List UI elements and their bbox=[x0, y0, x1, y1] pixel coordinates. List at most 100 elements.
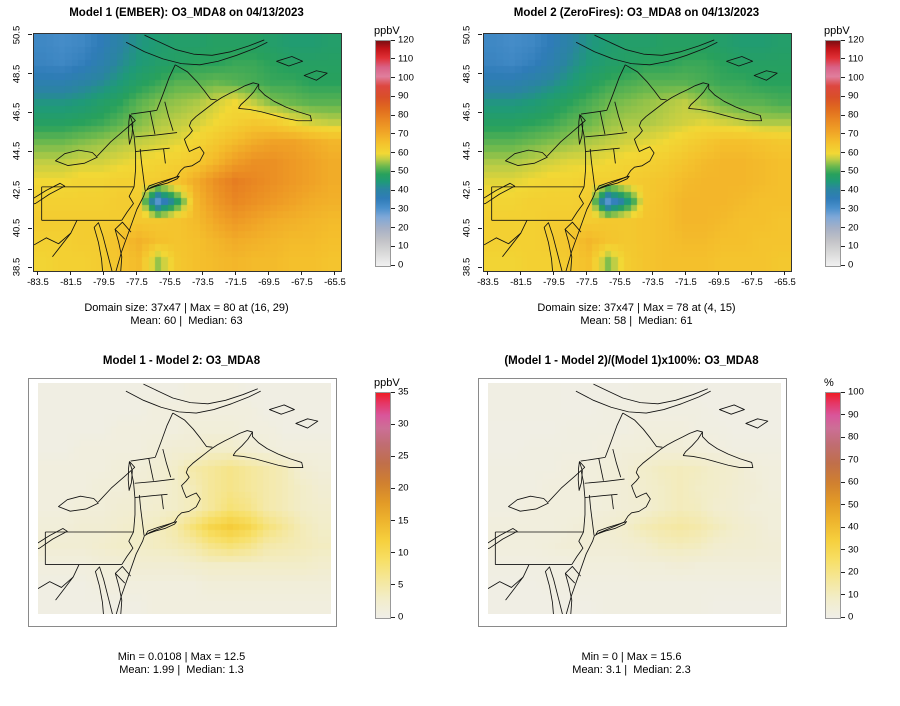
map-boundary-line bbox=[613, 449, 621, 477]
map-boundary-line bbox=[572, 187, 584, 220]
colorbar-tick-label: 50 bbox=[848, 499, 859, 510]
y-axis-tick-mark bbox=[28, 227, 32, 229]
y-axis-tick-label: 48.5 bbox=[461, 64, 473, 83]
colorbar-tick-mark bbox=[841, 391, 845, 393]
x-axis-tick-mark bbox=[268, 271, 270, 275]
colorbar-tick-mark bbox=[841, 208, 845, 210]
colorbar-tick-mark bbox=[391, 77, 395, 78]
x-axis-tick-label: -73.5 bbox=[642, 277, 664, 288]
map-boundary-line bbox=[579, 115, 583, 145]
map-boundary-line bbox=[139, 495, 144, 535]
colorbar-tick-label: 50 bbox=[848, 165, 859, 177]
colorbar-tick-label: 40 bbox=[848, 521, 859, 533]
map-boundary-line bbox=[115, 222, 131, 239]
map-boundary-line bbox=[135, 133, 177, 137]
x-axis-tick-label: -67.5 bbox=[291, 277, 313, 288]
colorbar-tick-label: 100 bbox=[398, 72, 414, 83]
map-boundary-line bbox=[233, 432, 303, 468]
map-boundary-line bbox=[597, 176, 629, 189]
x-axis-tick-label: -75.5 bbox=[159, 277, 181, 288]
map-boundary-line bbox=[131, 110, 157, 114]
colorbar-tick-mark bbox=[841, 481, 845, 483]
colorbar-tick-label: 0 bbox=[398, 611, 404, 623]
map-boundary-line bbox=[116, 431, 253, 614]
map-boundary-line bbox=[122, 187, 134, 220]
colorbar-tick-mark bbox=[391, 95, 395, 97]
panel2-map-frame bbox=[483, 33, 792, 272]
map-boundary-line bbox=[162, 495, 164, 509]
map-boundary-line bbox=[683, 432, 753, 468]
map-boundary-line bbox=[719, 405, 744, 414]
panel4-colorbar bbox=[825, 392, 841, 619]
map-boundary-line bbox=[143, 384, 257, 404]
x-axis-tick-label: -81.5 bbox=[60, 277, 82, 288]
panel1-colorbar bbox=[375, 40, 391, 267]
y-axis-tick-label: 38.5 bbox=[11, 257, 23, 277]
map-boundary-line bbox=[164, 149, 166, 164]
colorbar-tick-mark bbox=[841, 39, 845, 41]
map-boundary-line bbox=[581, 110, 607, 114]
map-boundary-line bbox=[593, 384, 707, 404]
map-boundary-line bbox=[582, 124, 586, 187]
map-boundary-line bbox=[277, 57, 303, 66]
x-axis-tick-mark bbox=[70, 271, 72, 275]
colorbar-tick-label: 25 bbox=[398, 450, 409, 462]
colorbar-tick-label: 120 bbox=[848, 34, 864, 46]
colorbar-tick-label: 10 bbox=[398, 240, 409, 252]
colorbar-tick-mark bbox=[391, 189, 395, 191]
x-axis-tick-label: -83.5 bbox=[477, 277, 499, 288]
map-boundary-line bbox=[126, 391, 261, 413]
map-boundary-line bbox=[163, 449, 171, 477]
colorbar-tick-label: 30 bbox=[848, 544, 859, 555]
map-boundary-line bbox=[165, 102, 173, 131]
colorbar-tick-label: 60 bbox=[398, 147, 409, 158]
panel3-map-frame bbox=[28, 378, 337, 627]
colorbar-tick-mark bbox=[391, 208, 395, 210]
map-boundary-line bbox=[589, 495, 594, 535]
x-axis-tick-label: -69.5 bbox=[708, 277, 730, 288]
y-axis-tick-label: 42.5 bbox=[11, 180, 23, 199]
map-boundary-line bbox=[565, 573, 571, 614]
colorbar-tick-mark bbox=[391, 455, 395, 457]
colorbar-tick-mark bbox=[841, 504, 845, 505]
colorbar-tick-label: 100 bbox=[848, 386, 864, 398]
panel4-colorbar-unit: % bbox=[824, 377, 834, 389]
colorbar-tick-label: 80 bbox=[398, 109, 409, 121]
x-axis-tick-label: -79.5 bbox=[93, 277, 115, 288]
panel3-coastline-overlay bbox=[38, 383, 331, 614]
panel2-title: Model 2 (ZeroFires): O3_MDA8 on 04/13/20… bbox=[513, 7, 760, 19]
x-axis-tick-mark bbox=[136, 271, 138, 275]
y-axis-tick-label: 44.5 bbox=[11, 141, 23, 161]
x-axis-tick-label: -69.5 bbox=[258, 277, 280, 288]
map-boundary-line bbox=[566, 431, 703, 614]
map-boundary-line bbox=[145, 35, 265, 55]
map-boundary-line bbox=[59, 496, 99, 511]
panel3-colorbar bbox=[375, 392, 391, 619]
colorbar-tick-mark bbox=[391, 487, 395, 489]
colorbar-tick-mark bbox=[391, 616, 395, 618]
x-axis-tick-mark bbox=[784, 271, 786, 275]
y-axis-tick-mark bbox=[478, 189, 482, 191]
y-axis-tick-mark bbox=[28, 111, 32, 113]
colorbar-tick-mark bbox=[391, 552, 395, 554]
colorbar-tick-mark bbox=[841, 245, 845, 247]
panel1-coastline-overlay bbox=[34, 34, 341, 271]
map-boundary-line bbox=[585, 494, 618, 497]
y-axis-tick-mark bbox=[28, 34, 32, 36]
map-boundary-line bbox=[150, 111, 155, 134]
colorbar-tick-label: 20 bbox=[848, 566, 859, 578]
map-boundary-line bbox=[572, 532, 584, 565]
x-axis-tick-label: -67.5 bbox=[741, 277, 763, 288]
y-axis-tick-label: 46.5 bbox=[461, 103, 473, 122]
x-axis-tick-label: -71.5 bbox=[675, 277, 697, 288]
map-boundary-line bbox=[135, 479, 175, 483]
x-axis-tick-mark bbox=[103, 271, 105, 275]
map-boundary-line bbox=[576, 391, 711, 413]
y-axis-tick-label: 48.5 bbox=[11, 64, 23, 83]
colorbar-tick-label: 70 bbox=[398, 128, 409, 140]
colorbar-tick-label: 100 bbox=[848, 72, 864, 83]
y-axis-tick-label: 42.5 bbox=[461, 180, 473, 199]
panel4-heatmap bbox=[488, 383, 781, 614]
y-axis-tick-label: 44.5 bbox=[461, 141, 473, 161]
map-boundary-line bbox=[128, 462, 132, 491]
